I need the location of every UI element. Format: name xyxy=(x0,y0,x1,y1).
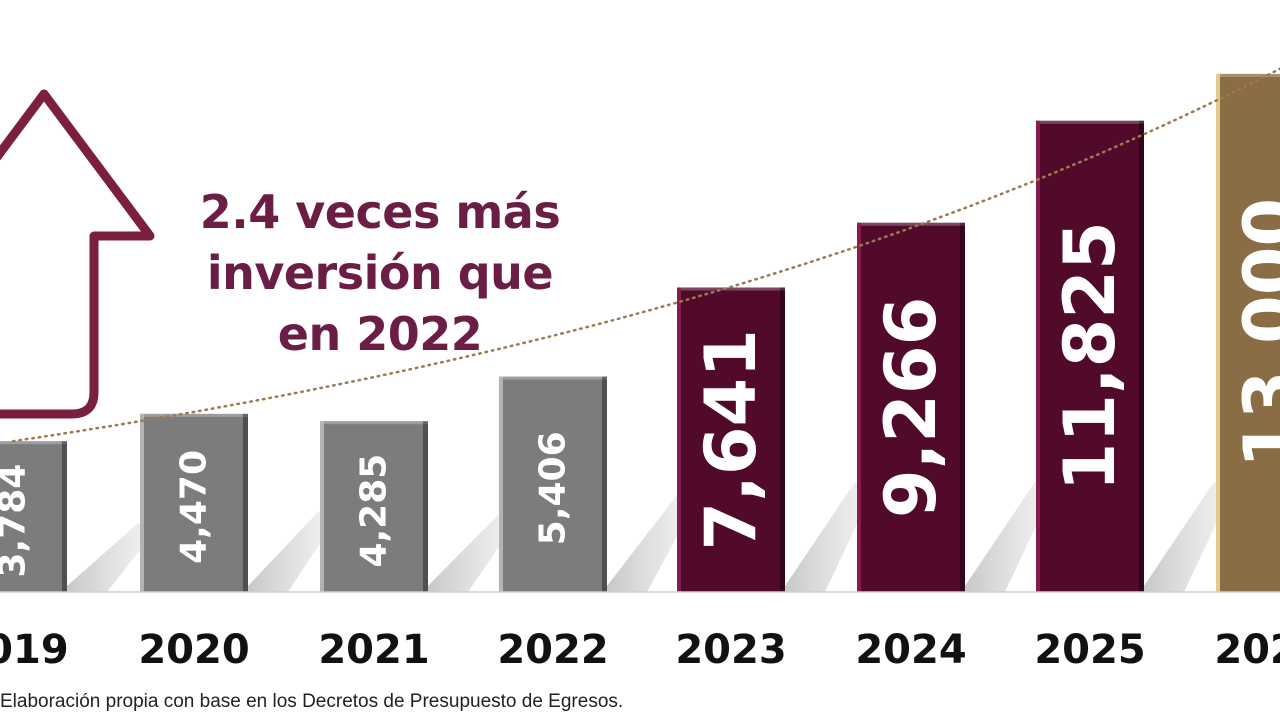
data-label: 5,406 xyxy=(533,431,574,545)
data-label: 11,825 xyxy=(1049,221,1131,491)
bar-top-highlight xyxy=(0,441,67,445)
data-labels: 3,784 4,470 4,285 5,406 7,641 9,266 11,825 13,0… xyxy=(0,198,1280,578)
x-tick-label: 2022 xyxy=(497,627,608,673)
bar-top-highlight xyxy=(677,287,785,291)
bar xyxy=(0,441,67,592)
data-label: 7,641 xyxy=(690,329,772,550)
bar-top-highlight xyxy=(857,222,965,226)
x-tick-label: 2020 xyxy=(138,627,249,673)
bar xyxy=(499,376,607,592)
bar-shadow xyxy=(428,515,518,592)
bar-shadows xyxy=(67,482,1234,592)
x-tick-label: 2024 xyxy=(855,627,966,673)
bar-left-edge xyxy=(320,421,324,592)
bar-right-edge xyxy=(62,441,67,592)
bar-left-edge xyxy=(1216,73,1220,593)
bar-left-edge xyxy=(677,287,681,592)
bar-top-highlight xyxy=(1036,120,1144,124)
data-label: 13,000 xyxy=(1229,198,1280,468)
bar-left-edge xyxy=(499,376,503,592)
data-label: 4,285 xyxy=(354,454,395,568)
bar xyxy=(1216,73,1280,593)
bar-right-edge xyxy=(1139,120,1144,593)
x-tick-label: 2023 xyxy=(675,627,786,673)
callout-line-2: inversión que xyxy=(206,246,554,300)
bar xyxy=(677,287,785,592)
bar-right-edge xyxy=(780,287,785,592)
x-tick-label: 2026 xyxy=(1214,627,1280,673)
bar-right-edge xyxy=(423,421,428,592)
bar xyxy=(320,421,428,592)
callout-line-3: en 2022 xyxy=(277,307,483,361)
bar-shadow xyxy=(248,511,338,592)
bar xyxy=(140,413,248,592)
data-label: 9,266 xyxy=(870,297,952,518)
bar xyxy=(857,222,965,592)
source-note: Elaboración propia con base en los Decre… xyxy=(0,691,624,712)
bar-top-highlight xyxy=(140,413,248,417)
bar-top-highlight xyxy=(320,421,428,425)
bar-shadow xyxy=(785,482,875,592)
bar xyxy=(1036,120,1144,593)
bar-right-edge xyxy=(243,413,248,592)
bar-shadow xyxy=(607,495,697,592)
bar-shadow xyxy=(965,482,1055,592)
bar-right-edge xyxy=(960,222,965,592)
bar-left-edge xyxy=(857,222,861,592)
x-tick-label: 2021 xyxy=(318,627,429,673)
data-label: 4,470 xyxy=(174,450,215,564)
bar-left-edge xyxy=(140,413,144,592)
bar-top-highlight xyxy=(1216,73,1280,77)
up-arrow-outline-icon xyxy=(0,89,155,419)
bar-right-edge xyxy=(602,376,607,592)
trend-line xyxy=(11,67,1280,443)
callout-line-1: 2.4 veces más xyxy=(199,185,561,239)
bars xyxy=(0,73,1280,593)
x-tick-label: 2025 xyxy=(1034,627,1145,673)
data-label: 3,784 xyxy=(0,464,34,578)
bar-left-edge xyxy=(1036,120,1040,593)
bar-shadow xyxy=(1144,482,1234,592)
bar-shadow xyxy=(67,524,157,592)
x-tick-label: 2019 xyxy=(0,627,69,673)
callout-text: 2.4 veces más inversión que en 2022 xyxy=(150,182,610,365)
x-axis-labels: 2019 2020 2021 2022 2023 2024 2025 2026 xyxy=(0,627,1280,673)
arrow-outline xyxy=(0,89,155,419)
bar-top-highlight xyxy=(499,376,607,380)
